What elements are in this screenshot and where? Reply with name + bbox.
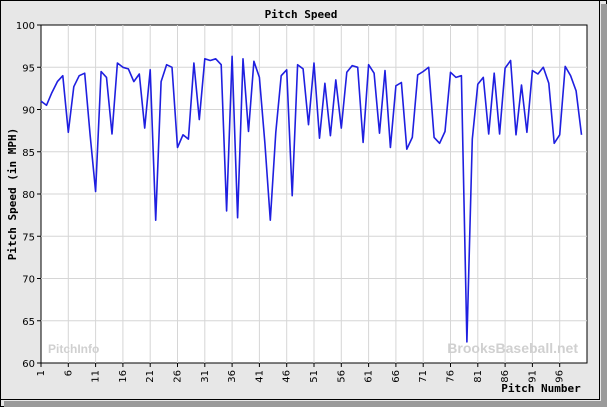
y-tick-label: 85 (22, 148, 35, 159)
x-tick-label: 56 (336, 370, 347, 383)
frame-shadow-bottom (4, 401, 607, 407)
x-tick-label: 6 (63, 370, 74, 376)
x-tick-label: 41 (254, 370, 265, 383)
x-tick-label: 31 (200, 370, 211, 383)
y-axis-ticks: 60 65 70 75 80 85 90 95 100 (16, 21, 41, 370)
y-tick-label: 80 (22, 190, 35, 201)
y-tick-label: 65 (22, 317, 35, 328)
x-tick-label: 86 (500, 370, 511, 383)
y-axis-label: Pitch Speed (in MPH) (6, 128, 19, 260)
pitch-speed-line (40, 55, 583, 343)
y-tick-label: 100 (16, 21, 35, 32)
y-tick-label: 75 (22, 232, 35, 243)
x-tick-label: 76 (446, 370, 457, 383)
watermark-pitchinfo: PitchInfo (48, 342, 99, 356)
x-tick-label: 61 (364, 370, 375, 383)
x-tick-label: 46 (282, 370, 293, 383)
y-tick-label: 70 (22, 275, 35, 286)
pitch-speed-chart: PitchInfo BrooksBaseball.net 60 65 70 75 80 85… (6, 21, 588, 395)
x-tick-label: 16 (118, 370, 129, 383)
chart-title: Pitch Speed (264, 8, 338, 21)
frame-shadow-right (601, 4, 607, 407)
x-tick-label: 51 (309, 370, 320, 383)
x-axis-ticks: 1 6 11 16 21 26 31 36 41 46 51 56 61 66 71 76 81 86 91 96 (36, 363, 566, 383)
x-tick-label: 26 (173, 370, 184, 383)
y-tick-label: 90 (22, 106, 35, 117)
y-tick-label: 95 (22, 63, 35, 74)
x-tick-label: 91 (527, 370, 538, 383)
x-tick-label: 1 (36, 370, 47, 376)
series-group (40, 55, 583, 343)
watermark-brooksbaseball: BrooksBaseball.net (447, 340, 578, 356)
x-tick-label: 21 (145, 370, 156, 383)
x-axis-label: Pitch Number (501, 382, 581, 395)
x-tick-label: 71 (418, 370, 429, 383)
x-tick-label: 96 (555, 370, 566, 383)
x-tick-label: 36 (227, 370, 238, 383)
x-tick-label: 11 (91, 370, 102, 383)
watermarks: PitchInfo BrooksBaseball.net (48, 340, 578, 356)
y-tick-label: 60 (22, 359, 35, 370)
x-tick-label: 81 (473, 370, 484, 383)
x-tick-label: 66 (391, 370, 402, 383)
